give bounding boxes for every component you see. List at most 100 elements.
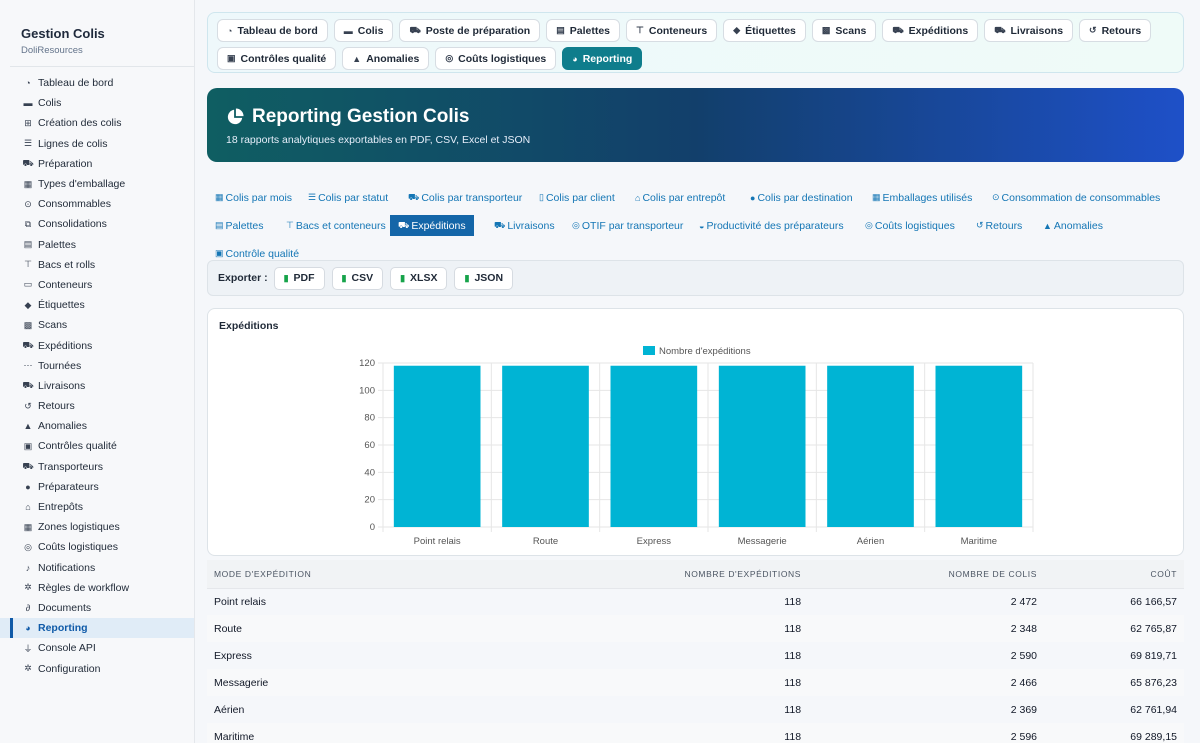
tab-row1-3[interactable]: ▤ Palettes (546, 19, 621, 42)
sidebar-item-20[interactable]: ● Préparateurs (0, 477, 194, 497)
sidebar-item-11[interactable]: ◆ Étiquettes (0, 295, 194, 315)
table-cell: 118 (507, 615, 809, 642)
report-link-16[interactable]: ▲ Anomalies (1043, 215, 1103, 236)
x-tick-label: Route (533, 536, 558, 547)
bar-messagerie (718, 365, 806, 527)
tab-row1-2[interactable]: ⛟ Poste de préparation (399, 19, 541, 42)
sidebar-item-22[interactable]: ▦ Zones logistiques (0, 517, 194, 537)
tab-row1-1[interactable]: ▬ Colis (333, 19, 394, 42)
file-icon: ▮ (341, 272, 347, 283)
tab-label: Scans (835, 24, 867, 37)
tab-row2-0[interactable]: ▣ Contrôles qualité (217, 47, 337, 70)
sidebar-item-label: Expéditions (38, 339, 93, 352)
report-link-9[interactable]: ⊤ Bacs et conteneurs (286, 215, 386, 236)
calendar-icon: ▦ (215, 192, 224, 202)
tab-row1-5[interactable]: ◆ Étiquettes (723, 19, 806, 42)
main-content: ◔ Tableau de bord ▬ Colis ⛟ Poste de préparat… (207, 0, 1184, 743)
sidebar-item-17[interactable]: ▲ Anomalies (0, 416, 194, 436)
sidebar-item-2[interactable]: ⊞ Création des colis (0, 113, 194, 133)
sidebar-item-28[interactable]: ⏚ Console API (0, 638, 194, 658)
tab-row1-6[interactable]: ▩ Scans (811, 19, 877, 42)
dolly-icon: ⛟ (22, 157, 34, 168)
magnifier-icon: ⊙ (24, 198, 32, 209)
table-cell: 118 (507, 723, 809, 743)
report-link-3[interactable]: ▯ Colis par client (539, 187, 615, 208)
undo-icon: ↺ (976, 220, 984, 230)
report-table-wrap: Mode d'expédition Nombre d'expéditions Nom… (207, 560, 1184, 743)
report-link-8[interactable]: ▤ Palettes (215, 215, 263, 236)
target-icon: ◎ (572, 220, 580, 230)
report-link-label: Consommation de consommables (1001, 191, 1161, 204)
sidebar-item-25[interactable]: ✲ Règles de workflow (0, 578, 194, 598)
sidebar-item-27[interactable]: ◕ Reporting (0, 618, 194, 639)
sidebar-item-21[interactable]: ⌂ Entrepôts (0, 497, 194, 517)
export-label: Exporter : (218, 272, 268, 284)
tab-row2-2[interactable]: ◎ Coûts logistiques (435, 47, 557, 70)
report-link-14[interactable]: ◎ Coûts logistiques (865, 215, 955, 236)
report-link-15[interactable]: ↺ Retours (976, 215, 1022, 236)
sitemap-icon: ⊤ (636, 25, 644, 35)
dolly-icon: ⛟ (409, 24, 421, 35)
sidebar-item-3[interactable]: ☰ Lignes de colis (0, 134, 194, 154)
sidebar-item-13[interactable]: ⛟ Expéditions (0, 335, 194, 355)
report-link-12[interactable]: ◎ OTIF par transporteur (572, 215, 683, 236)
object-group-icon: ⧉ (24, 218, 32, 229)
sidebar-item-0[interactable]: ◔ Tableau de bord (0, 73, 194, 93)
report-link-10[interactable]: ⛟ Expéditions (390, 215, 474, 236)
report-link-13[interactable]: ◒ Productivité des préparateurs (699, 215, 844, 236)
tab-row1-8[interactable]: ⛟ Livraisons (984, 19, 1074, 42)
sidebar-item-23[interactable]: ◎ Coûts logistiques (0, 537, 194, 557)
report-link-label: Expéditions (411, 219, 466, 232)
report-link-0[interactable]: ▦ Colis par mois (215, 187, 292, 208)
sidebar-item-24[interactable]: ♪ Notifications (0, 558, 194, 578)
sidebar-item-10[interactable]: ▭ Conteneurs (0, 275, 194, 295)
tab-row1-9[interactable]: ↺ Retours (1079, 19, 1152, 42)
sidebar-item-6[interactable]: ⊙ Consommables (0, 194, 194, 214)
sidebar-item-label: Consommables (38, 198, 111, 211)
tab-row2-1[interactable]: ▲ Anomalies (342, 47, 430, 70)
sidebar-item-8[interactable]: ▤ Palettes (0, 235, 194, 255)
report-link-11[interactable]: ⛟ Livraisons (494, 215, 555, 236)
report-link-7[interactable]: ⊙ Consommation de consommables (992, 187, 1160, 208)
report-link-2[interactable]: ⛟ Colis par transporteur (408, 187, 522, 208)
sidebar-item-29[interactable]: ✲ Configuration (0, 658, 194, 678)
sidebar-item-7[interactable]: ⧉ Consolidations (0, 214, 194, 234)
report-link-6[interactable]: ▦ Emballages utilisés (872, 187, 972, 208)
sidebar-item-12[interactable]: ▩ Scans (0, 315, 194, 335)
tab-row1-0[interactable]: ◔ Tableau de bord (217, 19, 328, 42)
export-xlsx-button[interactable]: ▮ XLSX (390, 266, 448, 290)
export-csv-button[interactable]: ▮ CSV (331, 266, 384, 290)
tab-label: Livraisons (1010, 24, 1064, 37)
coins-icon: ◎ (865, 220, 873, 230)
sidebar-item-18[interactable]: ▣ Contrôles qualité (0, 436, 194, 456)
building-icon: ▯ (539, 192, 544, 202)
sidebar-item-label: Types d'emballage (38, 178, 126, 191)
qrcode-icon: ▩ (23, 319, 33, 330)
sidebar-item-5[interactable]: ▦ Types d'emballage (0, 174, 194, 194)
report-link-4[interactable]: ⌂ Colis par entrepôt (635, 187, 725, 208)
tab-row1-7[interactable]: ⛟ Expéditions (882, 19, 979, 42)
sidebar-item-16[interactable]: ↺ Retours (0, 396, 194, 416)
report-link-17[interactable]: ▣ Contrôle qualité (215, 243, 299, 264)
report-link-label: Colis par client (545, 191, 615, 204)
table-cell: 2 596 (808, 723, 1044, 743)
sidebar-item-14[interactable]: ⋯ Tournées (0, 356, 194, 376)
sidebar-item-15[interactable]: ⛟ Livraisons (0, 376, 194, 396)
export-pdf-button[interactable]: ▮ PDF (273, 266, 325, 290)
sidebar: Gestion Colis DoliResources ◔ Tableau de … (0, 0, 195, 743)
sidebar-item-4[interactable]: ⛟ Préparation (0, 154, 194, 174)
tab-row2-3[interactable]: ◕ Reporting (562, 47, 643, 70)
report-link-label: Colis par statut (318, 191, 389, 204)
report-link-1[interactable]: ☰ Colis par statut (308, 187, 388, 208)
sidebar-item-label: Coûts logistiques (38, 541, 118, 554)
sidebar-item-1[interactable]: ▬ Colis (0, 93, 194, 113)
export-json-button[interactable]: ▮ JSON (454, 266, 514, 290)
tab-row1-4[interactable]: ⊤ Conteneurs (626, 19, 718, 42)
bar-chart: Nombre d'expéditions 0 20 40 60 80 100 120 Point… (359, 346, 1034, 547)
report-link-5[interactable]: ● Colis par destination (750, 187, 853, 208)
sidebar-item-9[interactable]: ⊤ Bacs et rolls (0, 255, 194, 275)
sidebar-item-19[interactable]: ⛟ Transporteurs (0, 457, 194, 477)
export-button-label: CSV (351, 272, 374, 284)
sidebar-item-26[interactable]: ∂ Documents (0, 598, 194, 618)
table-cell: 2 369 (1010, 703, 1037, 716)
